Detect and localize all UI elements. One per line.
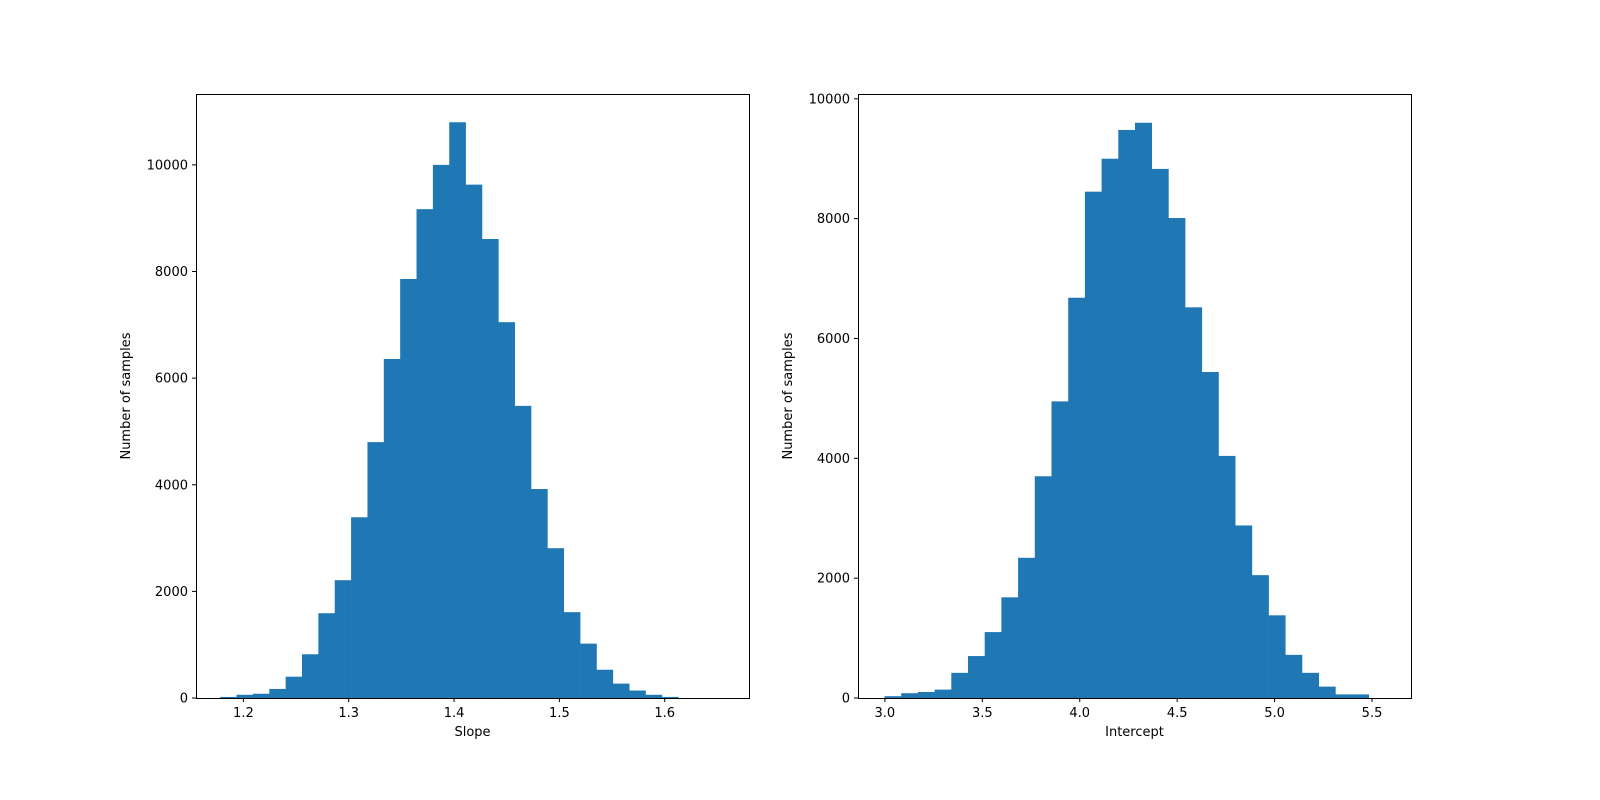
slope-y-tick-label: 2000 [155, 585, 188, 600]
slope-x-axis-label: Slope [454, 725, 490, 740]
slope-histogram-bar [596, 669, 614, 698]
slope-y-axis-ticks: 0 2000 4000 6000 8000 10000 [147, 158, 196, 707]
intercept-histogram-bar [1268, 615, 1286, 698]
slope-histogram-bar [302, 654, 319, 698]
slope-histogram-bar [531, 489, 548, 698]
intercept-y-tick-label: 8000 [817, 212, 850, 227]
intercept-x-tick-label: 4.0 [1069, 706, 1090, 721]
intercept-histogram-bar [1218, 455, 1236, 698]
intercept-x-axis-ticks: 3.0 3.5 4.0 4.5 5.0 5.5 [875, 698, 1383, 721]
intercept-histogram-bar [1051, 401, 1069, 698]
slope-histogram-bar [236, 694, 254, 698]
slope-histogram-bar [220, 696, 237, 698]
intercept-x-tick-label: 4.5 [1167, 706, 1188, 721]
slope-x-tick-label: 1.6 [654, 706, 675, 721]
slope-x-axis-ticks: 1.2 1.3 1.4 1.5 1.6 [233, 698, 675, 721]
slope-histogram-bar [465, 184, 483, 698]
intercept-histogram-bar [1084, 191, 1102, 699]
slope-histogram-bar [612, 683, 630, 698]
intercept-histogram-bar [901, 693, 919, 698]
intercept-histogram-bar [968, 656, 985, 698]
slope-histogram-bar [367, 442, 385, 698]
intercept-y-axis-label: Number of samples [781, 332, 796, 459]
slope-histogram-bar [498, 322, 515, 698]
intercept-x-tick-label: 5.0 [1264, 706, 1285, 721]
slope-histogram-bar [400, 278, 417, 698]
slope-histogram-bar [580, 643, 597, 698]
intercept-histogram-bar [1301, 672, 1319, 698]
slope-histogram-bar [432, 164, 450, 698]
slope-histogram-bar [285, 676, 303, 698]
intercept-axes-frame [858, 94, 1412, 699]
intercept-histogram-bar [1251, 575, 1269, 698]
intercept-histogram-bar [1118, 129, 1136, 698]
intercept-histogram-bar [1335, 694, 1353, 698]
slope-histogram-bar [514, 405, 532, 698]
slope-x-tick-label: 1.5 [549, 706, 570, 721]
slope-histogram-bar [334, 580, 352, 698]
intercept-y-tick-label: 6000 [817, 332, 850, 347]
slope-histogram-bar [661, 696, 679, 698]
slope-y-tick-label: 8000 [155, 265, 188, 280]
slope-histogram-bar [645, 694, 663, 698]
intercept-histogram-bars [884, 122, 1370, 699]
intercept-histogram-bar [1101, 158, 1119, 698]
intercept-y-tick-label: 4000 [817, 452, 850, 467]
intercept-histogram-bar [934, 689, 952, 698]
slope-histogram-bar [629, 690, 646, 698]
slope-histogram-axes: 1.2 1.3 1.4 1.5 1.6 0 2000 4000 6000 8000 10000 S… [119, 94, 750, 740]
slope-x-tick-label: 1.4 [444, 706, 465, 721]
intercept-histogram-bar [1001, 597, 1019, 698]
slope-x-tick-label: 1.2 [233, 706, 254, 721]
slope-histogram-bar [252, 693, 270, 698]
intercept-histogram-bar [1185, 307, 1203, 698]
intercept-histogram-bar [984, 632, 1002, 698]
slope-histogram-bar [351, 517, 368, 698]
slope-axes-frame [196, 94, 750, 699]
intercept-histogram-bar [1352, 694, 1370, 698]
slope-histogram-bar [269, 688, 286, 698]
intercept-histogram-axes: 3.0 3.5 4.0 4.5 5.0 5.5 0 2000 4000 6000 8000 1000… [781, 92, 1412, 740]
intercept-histogram-bar [1201, 372, 1219, 698]
intercept-histogram-bar [951, 672, 969, 698]
slope-histogram-bar [416, 209, 434, 698]
intercept-histogram-bar [1018, 557, 1036, 698]
slope-y-tick-label: 6000 [155, 372, 188, 387]
slope-y-tick-label: 0 [180, 692, 188, 707]
intercept-histogram-bar [1034, 476, 1052, 698]
slope-histogram-bar [481, 239, 499, 698]
slope-histogram-bar [383, 358, 401, 698]
intercept-y-tick-label: 2000 [817, 572, 850, 587]
intercept-histogram-bar [917, 692, 935, 698]
intercept-histogram-bar [1235, 525, 1253, 698]
slope-y-axis-label: Number of samples [119, 332, 134, 459]
intercept-y-tick-label: 0 [842, 692, 850, 707]
intercept-x-axis-label: Intercept [1105, 725, 1164, 740]
intercept-y-tick-label: 10000 [809, 92, 850, 107]
slope-y-tick-label: 4000 [155, 478, 188, 493]
intercept-x-tick-label: 3.0 [875, 706, 896, 721]
intercept-x-tick-label: 3.5 [972, 706, 993, 721]
intercept-histogram-bar [1168, 218, 1186, 699]
slope-histogram-bar [563, 612, 581, 698]
intercept-histogram-bar [1318, 686, 1336, 698]
intercept-histogram-bar [1285, 654, 1303, 698]
slope-y-tick-label: 10000 [147, 158, 188, 173]
slope-histogram-bar [547, 548, 565, 698]
intercept-histogram-bar [1068, 297, 1086, 698]
intercept-histogram-bar [1134, 122, 1152, 698]
slope-histogram-bars [220, 122, 679, 698]
slope-histogram-bar [318, 613, 336, 698]
slope-histogram-bar [449, 122, 466, 698]
intercept-y-axis-ticks: 0 2000 4000 6000 8000 10000 [809, 92, 858, 707]
intercept-histogram-bar [884, 696, 902, 698]
slope-x-tick-label: 1.3 [338, 706, 359, 721]
intercept-x-tick-label: 5.5 [1362, 706, 1383, 721]
intercept-histogram-bar [1151, 168, 1169, 698]
